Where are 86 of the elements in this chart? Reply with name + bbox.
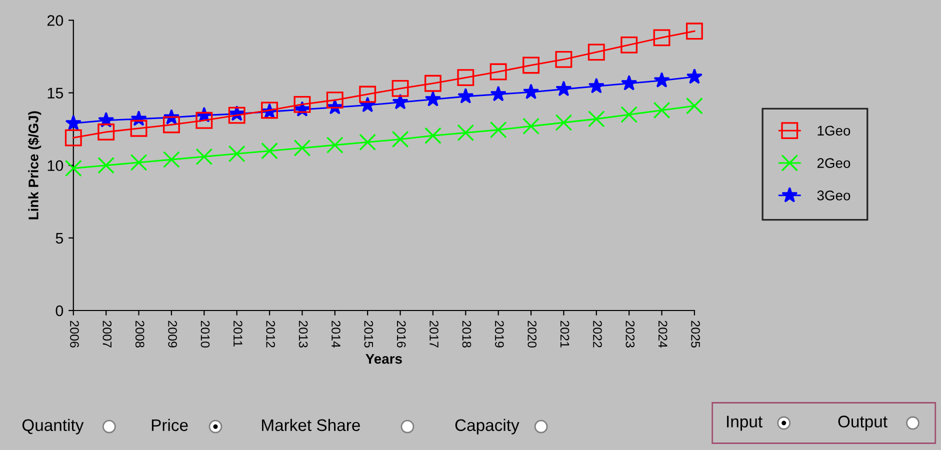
x-tick-label: 2019 xyxy=(494,320,504,348)
y-tick-label: 10 xyxy=(48,160,64,172)
point xyxy=(294,139,311,156)
point xyxy=(424,74,442,92)
point xyxy=(196,112,213,129)
point xyxy=(556,80,572,96)
x-tick-label: 2014 xyxy=(332,320,340,348)
point xyxy=(620,106,638,124)
x-tick-label: 2025 xyxy=(691,320,700,348)
point xyxy=(162,116,180,134)
point xyxy=(196,148,213,166)
point xyxy=(522,118,540,135)
text: Market Share xyxy=(262,418,360,432)
point xyxy=(359,86,376,103)
point xyxy=(588,110,605,128)
point xyxy=(392,130,409,148)
point xyxy=(490,121,507,138)
y-tick-label: 5 xyxy=(56,232,64,244)
point xyxy=(555,114,572,132)
x-tick-label: 2011 xyxy=(233,320,242,346)
x-tick-label: 2006 xyxy=(70,320,79,348)
point xyxy=(588,44,605,61)
x-tick-label: 2017 xyxy=(430,320,438,348)
point xyxy=(490,86,506,102)
x-axis-title: Years xyxy=(366,354,402,364)
y-tick-label: 15 xyxy=(48,88,64,98)
point xyxy=(64,160,82,177)
point xyxy=(228,106,246,124)
point xyxy=(130,120,148,137)
point xyxy=(620,74,638,90)
point xyxy=(686,97,703,114)
x-tick-label: 2024 xyxy=(658,320,668,348)
point xyxy=(359,134,376,151)
legend-label: 2Geo xyxy=(817,158,850,168)
x-tick-label: 2020 xyxy=(528,320,537,348)
point xyxy=(522,84,540,100)
text: Capacity xyxy=(455,418,520,434)
point xyxy=(130,154,148,171)
point xyxy=(392,80,409,97)
point xyxy=(620,36,638,54)
point xyxy=(98,156,115,174)
x-tick-label: 2023 xyxy=(626,320,635,348)
y-tick-label: 0 xyxy=(56,305,64,316)
point xyxy=(326,92,344,109)
x-tick-label: 2022 xyxy=(593,320,602,348)
x-tick-label: 2009 xyxy=(168,320,177,348)
text: Price xyxy=(152,418,188,432)
point xyxy=(555,50,572,68)
x-tick-label: 2008 xyxy=(135,320,144,348)
legend-label: 3Geo xyxy=(817,190,850,200)
x-tick-label: 2010 xyxy=(200,320,210,348)
text: Output xyxy=(838,416,888,431)
x-tick-label: 2021 xyxy=(560,320,570,348)
point xyxy=(686,68,703,84)
point xyxy=(326,136,344,154)
point xyxy=(653,102,670,119)
point xyxy=(261,142,278,160)
point xyxy=(653,29,670,46)
y-tick-label: 20 xyxy=(47,15,64,26)
x-tick-label: 2016 xyxy=(396,320,406,348)
point xyxy=(490,63,507,80)
point xyxy=(686,22,703,40)
point xyxy=(64,129,82,146)
x-tick-label: 2013 xyxy=(298,320,308,348)
x-tick-label: 2018 xyxy=(462,320,472,348)
legend-label: 1Geo xyxy=(818,126,850,136)
point xyxy=(162,151,180,168)
y-axis-title: Link Price ($/GJ) xyxy=(28,111,42,220)
point xyxy=(392,94,408,110)
point xyxy=(98,124,115,140)
point xyxy=(588,78,604,94)
x-tick-label: 2012 xyxy=(266,320,276,348)
point xyxy=(457,69,474,86)
text: Quantity xyxy=(22,418,84,434)
point xyxy=(458,88,474,104)
x-tick-label: 2015 xyxy=(364,320,374,348)
text: Input xyxy=(727,416,762,431)
point xyxy=(654,72,670,88)
point xyxy=(228,145,246,162)
point xyxy=(424,127,442,144)
point xyxy=(457,124,474,142)
point xyxy=(65,114,82,130)
point xyxy=(294,96,311,113)
x-tick-label: 2007 xyxy=(102,320,112,348)
point xyxy=(424,90,442,106)
point xyxy=(522,56,540,74)
